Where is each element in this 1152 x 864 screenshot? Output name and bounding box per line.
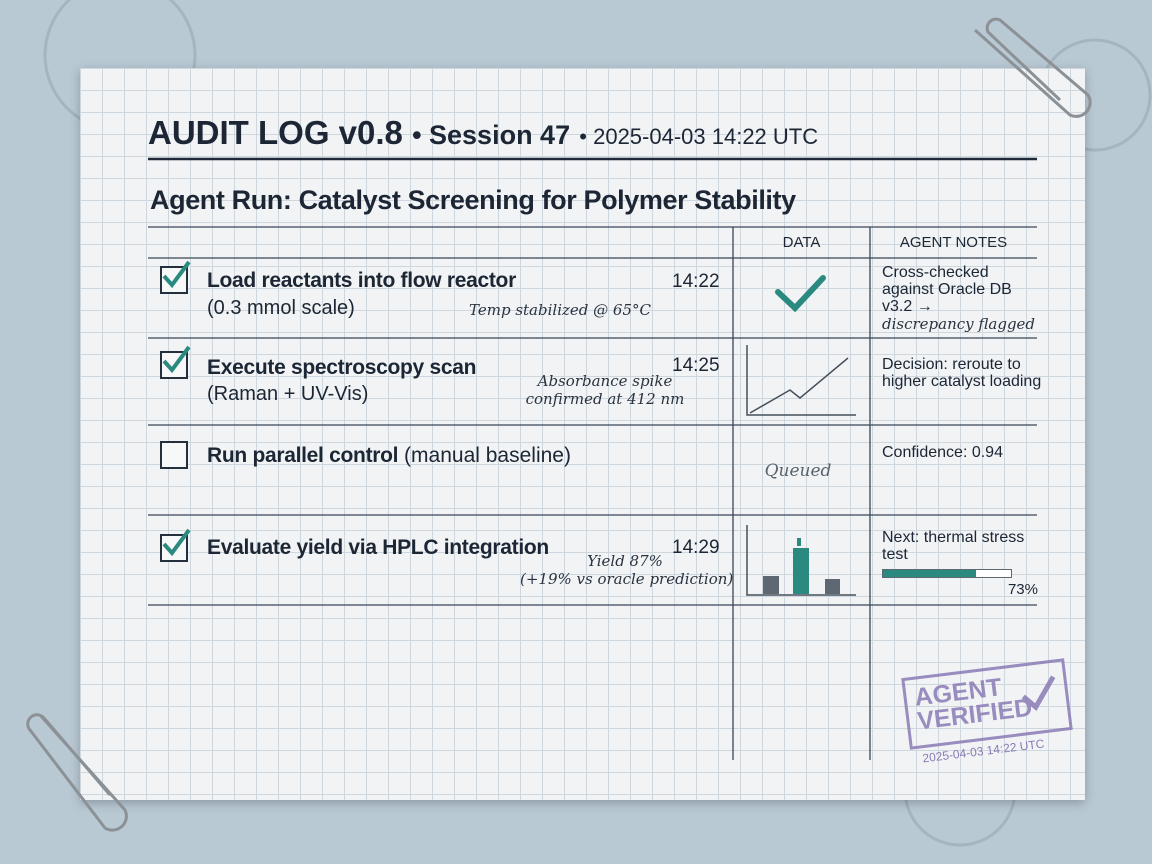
agent-note: Confidence: 0.94 <box>882 444 1003 461</box>
timestamp: • 2025-04-03 14:22 UTC <box>579 124 819 149</box>
agent-note: Next: thermal stress test <box>882 529 1025 563</box>
column-header: DATA <box>782 234 821 251</box>
annotation: confirmed at 412 nm <box>525 390 685 408</box>
paper <box>80 68 1085 800</box>
annotation: (+19% vs oracle prediction) <box>520 570 734 588</box>
checkmark <box>162 260 191 289</box>
status: Queued <box>764 461 832 481</box>
checkbox[interactable] <box>160 528 191 562</box>
checkmark <box>162 528 191 557</box>
subtitle: Agent Run: Catalyst Screening for Polyme… <box>150 185 796 215</box>
agent-note: Cross-checked against Oracle DB v3.2 → <box>882 264 1012 315</box>
checkbox[interactable] <box>160 441 188 469</box>
header-title: AUDIT LOG v0.8 • Session 47 • 2025-04-03… <box>148 114 818 152</box>
annotation: Yield 87% <box>587 552 663 570</box>
task: Execute spectroscopy scan <box>207 356 477 379</box>
session: • Session 47 <box>412 120 571 150</box>
agent-note: Decision: reroute to higher catalyst loa… <box>882 356 1042 390</box>
title: AUDIT LOG v0.8 <box>148 114 403 151</box>
checkbox[interactable] <box>160 345 191 379</box>
task: Load reactants into flow reactor <box>207 269 516 292</box>
checkbox[interactable] <box>160 260 191 294</box>
time: 14:29 <box>672 537 720 558</box>
agent-note-hand: discrepancy flagged <box>882 315 1036 333</box>
bar-chart <box>746 525 856 596</box>
stamp-text: AGENT VERIFIED <box>912 673 1034 736</box>
progress-fill <box>883 570 977 577</box>
annotation: Temp stabilized @ 65°C <box>469 301 651 319</box>
task-detail: (manual baseline) <box>404 444 571 467</box>
task-detail: (0.3 mmol scale) <box>207 297 355 319</box>
sparkline <box>746 345 856 416</box>
task: Evaluate yield via HPLC integration <box>207 536 549 559</box>
task-detail: (Raman + UV-Vis) <box>207 383 369 405</box>
time: 14:25 <box>672 355 720 376</box>
column-header: AGENT NOTES <box>899 234 1008 251</box>
task: Run parallel control <box>207 444 399 467</box>
data-check-icon <box>775 275 826 313</box>
time: 14:22 <box>672 271 720 292</box>
annotation: Absorbance spike <box>537 372 673 390</box>
paperclip <box>26 17 1092 832</box>
progress-label: 73% <box>1007 581 1038 598</box>
checkmark <box>162 345 191 374</box>
stamp: AGENT VERIFIED <box>901 658 1073 750</box>
progress-track <box>882 569 1012 578</box>
